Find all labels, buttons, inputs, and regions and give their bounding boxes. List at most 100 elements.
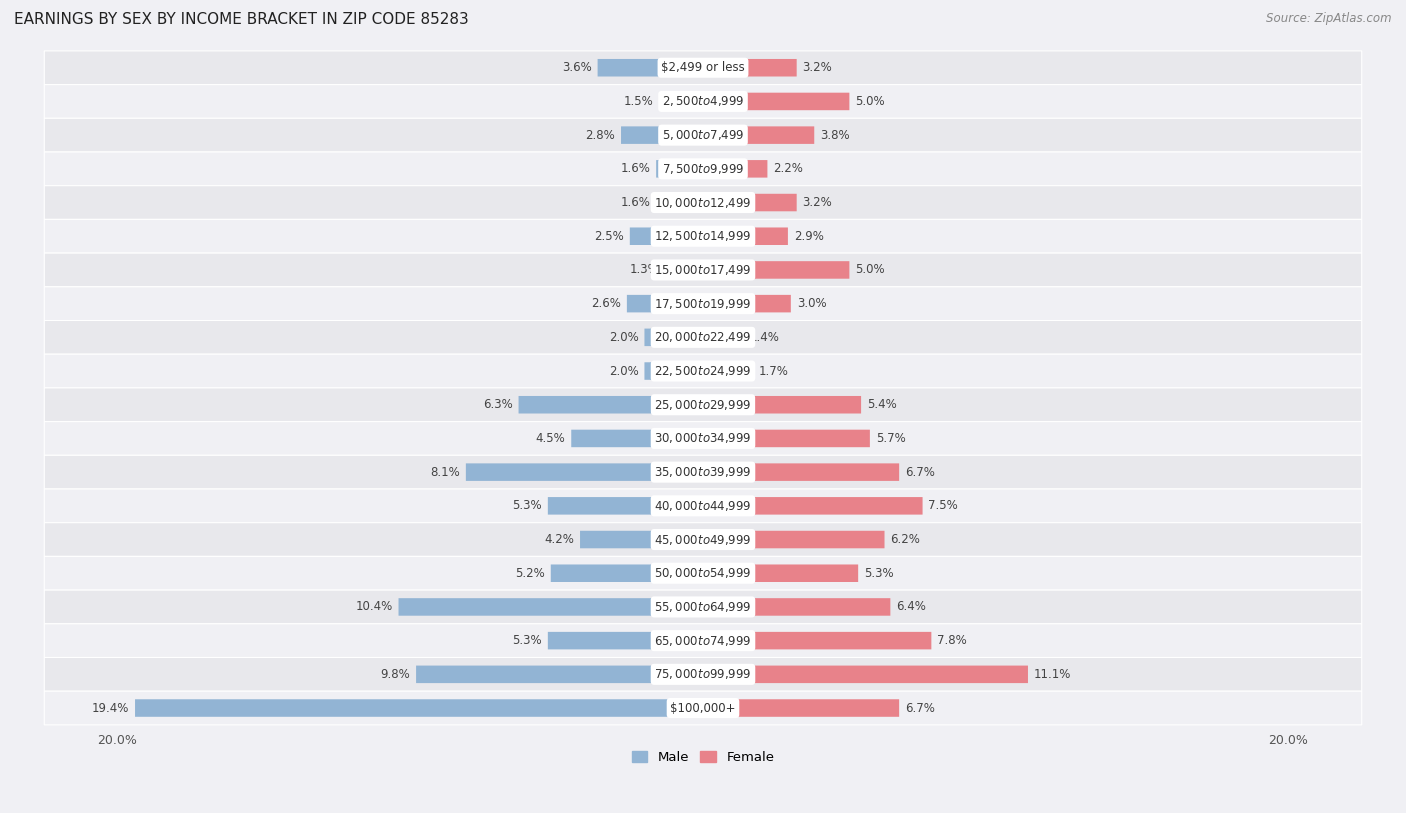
Text: $40,000 to $44,999: $40,000 to $44,999: [654, 499, 752, 513]
FancyBboxPatch shape: [44, 388, 1362, 422]
Text: $45,000 to $49,999: $45,000 to $49,999: [654, 533, 752, 546]
Text: 5.4%: 5.4%: [868, 398, 897, 411]
Text: $20,000 to $22,499: $20,000 to $22,499: [654, 330, 752, 345]
FancyBboxPatch shape: [703, 497, 922, 515]
Text: 4.5%: 4.5%: [536, 432, 565, 445]
Text: 5.2%: 5.2%: [515, 567, 546, 580]
Text: 5.3%: 5.3%: [512, 634, 541, 647]
Text: $30,000 to $34,999: $30,000 to $34,999: [654, 432, 752, 446]
Text: 2.2%: 2.2%: [773, 163, 803, 176]
FancyBboxPatch shape: [581, 531, 703, 548]
Text: 1.5%: 1.5%: [623, 95, 654, 108]
FancyBboxPatch shape: [44, 354, 1362, 388]
FancyBboxPatch shape: [659, 93, 703, 111]
FancyBboxPatch shape: [44, 422, 1362, 455]
Text: 6.4%: 6.4%: [896, 601, 927, 614]
Text: 7.5%: 7.5%: [928, 499, 957, 512]
FancyBboxPatch shape: [703, 430, 870, 447]
FancyBboxPatch shape: [627, 295, 703, 312]
Text: $7,500 to $9,999: $7,500 to $9,999: [662, 162, 744, 176]
Text: $22,500 to $24,999: $22,500 to $24,999: [654, 364, 752, 378]
FancyBboxPatch shape: [519, 396, 703, 414]
FancyBboxPatch shape: [703, 363, 752, 380]
FancyBboxPatch shape: [44, 590, 1362, 624]
FancyBboxPatch shape: [703, 126, 814, 144]
Text: $2,499 or less: $2,499 or less: [661, 61, 745, 74]
Text: $25,000 to $29,999: $25,000 to $29,999: [654, 398, 752, 411]
Text: 5.0%: 5.0%: [855, 263, 884, 276]
Text: 9.8%: 9.8%: [381, 667, 411, 680]
Text: 10.4%: 10.4%: [356, 601, 392, 614]
Text: 6.2%: 6.2%: [890, 533, 921, 546]
Text: Source: ZipAtlas.com: Source: ZipAtlas.com: [1267, 12, 1392, 25]
Text: 3.2%: 3.2%: [803, 61, 832, 74]
Text: EARNINGS BY SEX BY INCOME BRACKET IN ZIP CODE 85283: EARNINGS BY SEX BY INCOME BRACKET IN ZIP…: [14, 12, 468, 27]
FancyBboxPatch shape: [548, 497, 703, 515]
FancyBboxPatch shape: [703, 564, 858, 582]
FancyBboxPatch shape: [548, 632, 703, 650]
Text: 1.6%: 1.6%: [620, 196, 651, 209]
Text: 3.8%: 3.8%: [820, 128, 849, 141]
Text: 6.7%: 6.7%: [905, 702, 935, 715]
Text: 1.7%: 1.7%: [759, 364, 789, 377]
FancyBboxPatch shape: [44, 691, 1362, 725]
FancyBboxPatch shape: [703, 666, 1028, 683]
FancyBboxPatch shape: [703, 328, 744, 346]
FancyBboxPatch shape: [703, 531, 884, 548]
FancyBboxPatch shape: [44, 455, 1362, 489]
Text: 3.0%: 3.0%: [797, 297, 827, 310]
Text: $12,500 to $14,999: $12,500 to $14,999: [654, 229, 752, 243]
Legend: Male, Female: Male, Female: [626, 746, 780, 769]
FancyBboxPatch shape: [44, 118, 1362, 152]
Text: $100,000+: $100,000+: [671, 702, 735, 715]
FancyBboxPatch shape: [703, 228, 787, 245]
FancyBboxPatch shape: [630, 228, 703, 245]
FancyBboxPatch shape: [703, 193, 797, 211]
FancyBboxPatch shape: [398, 598, 703, 615]
Text: $15,000 to $17,499: $15,000 to $17,499: [654, 263, 752, 277]
FancyBboxPatch shape: [703, 160, 768, 177]
FancyBboxPatch shape: [44, 152, 1362, 185]
FancyBboxPatch shape: [703, 396, 860, 414]
FancyBboxPatch shape: [44, 658, 1362, 691]
FancyBboxPatch shape: [44, 320, 1362, 354]
Text: 2.6%: 2.6%: [591, 297, 621, 310]
FancyBboxPatch shape: [416, 666, 703, 683]
Text: 1.4%: 1.4%: [749, 331, 780, 344]
Text: 5.3%: 5.3%: [865, 567, 894, 580]
Text: $2,500 to $4,999: $2,500 to $4,999: [662, 94, 744, 108]
Text: $5,000 to $7,499: $5,000 to $7,499: [662, 128, 744, 142]
Text: 8.1%: 8.1%: [430, 466, 460, 479]
Text: 2.0%: 2.0%: [609, 331, 638, 344]
Text: $17,500 to $19,999: $17,500 to $19,999: [654, 297, 752, 311]
FancyBboxPatch shape: [703, 632, 931, 650]
FancyBboxPatch shape: [665, 261, 703, 279]
FancyBboxPatch shape: [44, 85, 1362, 118]
Text: 2.9%: 2.9%: [794, 230, 824, 243]
FancyBboxPatch shape: [44, 287, 1362, 320]
FancyBboxPatch shape: [621, 126, 703, 144]
FancyBboxPatch shape: [703, 295, 790, 312]
Text: $50,000 to $54,999: $50,000 to $54,999: [654, 566, 752, 580]
Text: $35,000 to $39,999: $35,000 to $39,999: [654, 465, 752, 479]
FancyBboxPatch shape: [644, 363, 703, 380]
Text: 5.3%: 5.3%: [512, 499, 541, 512]
FancyBboxPatch shape: [44, 185, 1362, 220]
Text: 4.2%: 4.2%: [544, 533, 574, 546]
Text: 7.8%: 7.8%: [938, 634, 967, 647]
FancyBboxPatch shape: [703, 699, 900, 717]
Text: 1.6%: 1.6%: [620, 163, 651, 176]
Text: $75,000 to $99,999: $75,000 to $99,999: [654, 667, 752, 681]
Text: 3.2%: 3.2%: [803, 196, 832, 209]
Text: 6.3%: 6.3%: [482, 398, 513, 411]
FancyBboxPatch shape: [44, 523, 1362, 556]
Text: 3.6%: 3.6%: [562, 61, 592, 74]
Text: 2.8%: 2.8%: [585, 128, 616, 141]
Text: 6.7%: 6.7%: [905, 466, 935, 479]
FancyBboxPatch shape: [44, 253, 1362, 287]
FancyBboxPatch shape: [703, 598, 890, 615]
Text: 5.0%: 5.0%: [855, 95, 884, 108]
FancyBboxPatch shape: [703, 261, 849, 279]
FancyBboxPatch shape: [44, 489, 1362, 523]
FancyBboxPatch shape: [598, 59, 703, 76]
